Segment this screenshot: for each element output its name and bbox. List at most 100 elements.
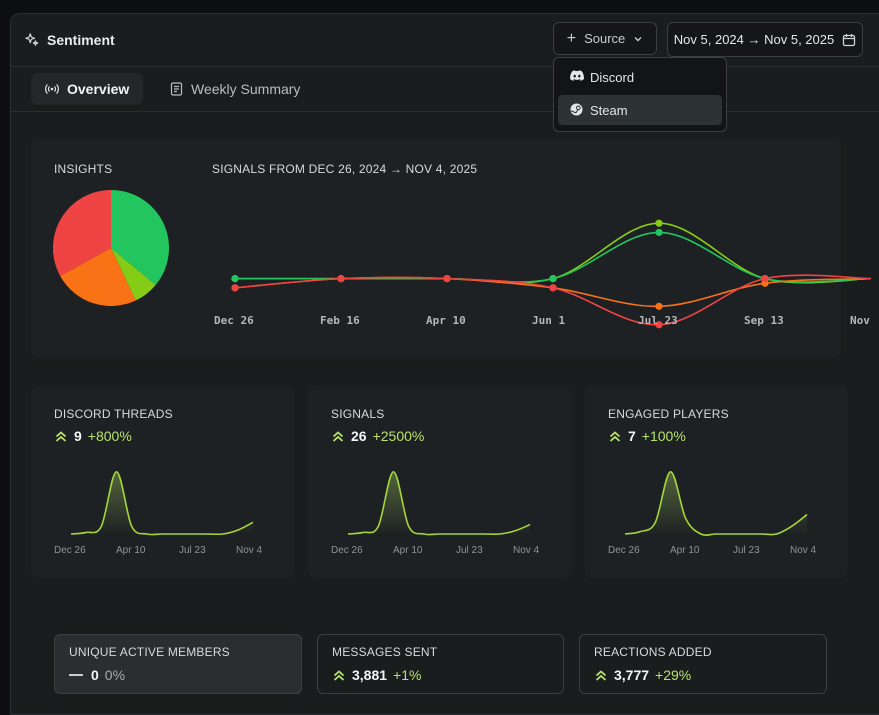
metric-change: +2500% [372, 428, 425, 444]
tab-weekly-summary-label: Weekly Summary [191, 81, 301, 97]
double-chevron-up-icon [332, 431, 344, 442]
tab-bar: Overview Weekly Summary [11, 67, 879, 112]
plus-icon: + [566, 29, 577, 47]
metric-sparkline [347, 470, 531, 536]
signal-series-line [235, 231, 872, 283]
reactions-added-stat: 3,777 +29% [594, 667, 691, 683]
signals-x-tick: Nov [850, 314, 870, 327]
signal-point[interactable] [231, 275, 239, 283]
messages-sent-label: MESSAGES SENT [332, 645, 438, 659]
page-title-text: Sentiment [47, 32, 115, 48]
double-chevron-up-icon [333, 670, 345, 681]
source-option-steam-label: Steam [590, 102, 628, 118]
sentiment-panel: Sentiment + Source Nov 5, 2024 → Nov 5, … [10, 13, 879, 715]
reactions-added-card: REACTIONS ADDED 3,777 +29% [579, 634, 827, 694]
sparkline-line [70, 470, 254, 536]
signal-point[interactable] [549, 284, 557, 292]
signals-x-tick: Sep 13 [744, 314, 784, 327]
signal-point[interactable] [443, 275, 451, 283]
metric-label: DISCORD THREADS [54, 407, 173, 421]
tab-overview[interactable]: Overview [31, 73, 144, 105]
metric-value: 7 [628, 428, 636, 444]
date-range-text: Nov 5, 2024 → Nov 5, 2025 [673, 32, 835, 47]
pie-slice-negative [53, 190, 111, 276]
metric-x-tick: Apr 10 [670, 545, 700, 556]
calendar-icon [843, 33, 856, 46]
document-icon [170, 82, 183, 96]
signal-point[interactable] [655, 321, 663, 329]
unique-active-members-stat: 0 0% [69, 667, 125, 683]
metric-label: ENGAGED PLAYERS [608, 407, 729, 421]
metric-change: +800% [87, 428, 132, 444]
chevron-down-icon [634, 36, 642, 41]
metric-x-tick: Apr 10 [116, 545, 146, 556]
metric-label: SIGNALS [331, 407, 385, 421]
source-button[interactable]: + Source [553, 22, 657, 55]
sparkline-area [348, 471, 530, 535]
signals-x-tick: Jun 1 [532, 314, 566, 327]
metric-card-engaged-players [585, 386, 848, 578]
sentiment-pie-chart [53, 190, 169, 306]
double-chevron-up-icon [595, 670, 607, 681]
signals-x-tick: Apr 10 [426, 314, 466, 327]
metric-x-tick: Dec 26 [331, 545, 363, 556]
signal-series-line [235, 222, 872, 284]
pie-slice-very-positive [111, 248, 156, 301]
metric-x-tick: Nov 4 [236, 545, 263, 556]
dash-icon [69, 674, 83, 676]
signal-point[interactable] [549, 275, 557, 283]
unique-active-members-label: UNIQUE ACTIVE MEMBERS [69, 645, 230, 659]
metric-change: +100% [641, 428, 686, 444]
reactions-added-value: 3,777 [614, 667, 650, 683]
unique-active-members-change: 0% [104, 667, 126, 683]
metric-x-tick: Dec 26 [54, 545, 86, 556]
metric-x-tick: Jul 23 [733, 545, 760, 556]
metric-x-tick: Apr 10 [393, 545, 423, 556]
sparkle-icon [25, 33, 39, 46]
unique-active-members-card: UNIQUE ACTIVE MEMBERS 0 0% [54, 634, 302, 694]
metric-stat: 7 +100% [608, 428, 686, 444]
sparkline-line [347, 470, 531, 536]
messages-sent-stat: 3,881 +1% [332, 667, 421, 683]
signal-point[interactable] [655, 302, 663, 310]
messages-sent-change: +1% [393, 667, 422, 683]
metric-card-discord-threads [31, 386, 294, 578]
metric-x-tick: Nov 4 [513, 545, 540, 556]
signals-x-tick: Jul 23 [638, 314, 678, 327]
source-option-discord[interactable]: Discord [558, 62, 722, 92]
discord-icon [570, 70, 584, 81]
double-chevron-up-icon [609, 431, 621, 442]
pie-slice-mixed [60, 248, 136, 306]
double-chevron-up-icon [55, 431, 67, 442]
sparkline-area [71, 471, 253, 535]
tab-weekly-summary[interactable]: Weekly Summary [156, 73, 314, 105]
source-option-discord-label: Discord [590, 69, 635, 85]
signals-x-tick: Dec 26 [214, 314, 254, 327]
reactions-added-label: REACTIONS ADDED [594, 645, 712, 659]
steam-icon [570, 103, 583, 116]
signal-point[interactable] [337, 275, 345, 283]
header: Sentiment + Source Nov 5, 2024 → Nov 5, … [11, 14, 879, 67]
metric-x-tick: Jul 23 [179, 545, 206, 556]
metric-x-tick: Nov 4 [790, 545, 817, 556]
metric-x-tick: Jul 23 [456, 545, 483, 556]
messages-sent-card: MESSAGES SENT 3,881 +1% [317, 634, 564, 694]
signal-point[interactable] [655, 228, 663, 237]
signals-x-tick: Feb 16 [320, 314, 360, 327]
signals-range-label: SIGNALS FROM DEC 26, 2024 → NOV 4, 2025 [212, 162, 478, 176]
insights-label: INSIGHTS [54, 162, 113, 176]
signals-line-chart [231, 219, 872, 329]
metric-sparkline [70, 470, 254, 536]
broadcast-icon [45, 84, 59, 94]
source-button-label: Source [584, 31, 626, 46]
page-title: Sentiment [25, 32, 115, 48]
metric-card-signals [308, 386, 571, 578]
tab-overview-label: Overview [67, 81, 130, 97]
signal-point[interactable] [761, 275, 769, 283]
signal-point[interactable] [231, 284, 239, 292]
reactions-added-change: +29% [655, 667, 692, 683]
date-range-picker[interactable]: Nov 5, 2024 → Nov 5, 2025 [667, 22, 863, 57]
signal-point[interactable] [655, 219, 663, 227]
source-option-steam[interactable]: Steam [558, 95, 722, 125]
pie-slice-positive [111, 190, 169, 285]
